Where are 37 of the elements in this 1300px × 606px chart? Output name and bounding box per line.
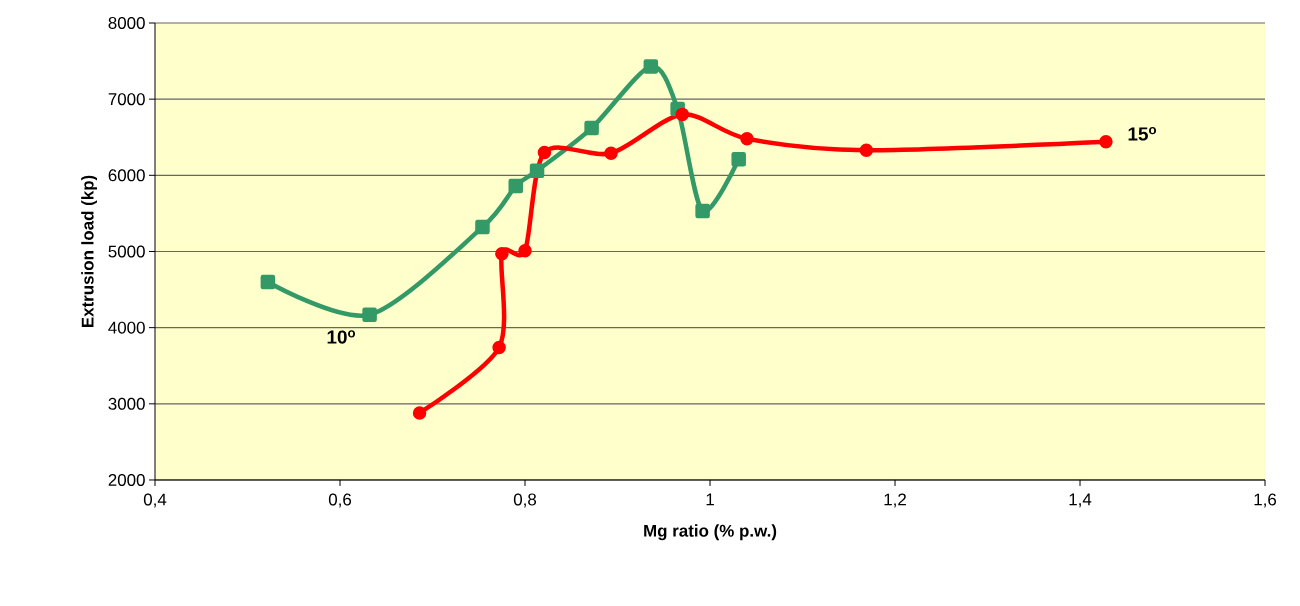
point	[859, 143, 874, 157]
y-tick-label: 7000	[108, 93, 145, 106]
x-tick-label: 1,6	[1254, 493, 1277, 508]
point	[475, 219, 490, 235]
x-tick-label: 0,4	[143, 493, 167, 508]
y-tick-label: 3000	[108, 397, 145, 410]
x-axis-title: Mg ratio (% p.w.)	[644, 524, 777, 541]
point	[695, 203, 710, 219]
point	[412, 406, 427, 420]
y-tick-label: 6000	[108, 169, 145, 182]
y-tick-label: 2000	[108, 473, 145, 486]
series-label: 15$^{o}$	[1128, 127, 1157, 141]
point	[518, 243, 532, 258]
x-tick-label: 1,4	[1069, 493, 1092, 508]
point	[260, 274, 276, 290]
point	[495, 247, 509, 261]
point	[731, 152, 746, 167]
y-tick-label: 5000	[108, 245, 145, 258]
x-tick-label: 0,8	[513, 493, 537, 508]
point	[537, 145, 552, 160]
point	[508, 178, 524, 194]
point	[492, 340, 506, 355]
x-tick-label: 1	[706, 493, 714, 506]
y-tick-label: 4000	[108, 321, 145, 334]
x-tick-label: 1,2	[884, 493, 906, 508]
point	[740, 132, 754, 146]
point	[675, 107, 690, 122]
point	[1099, 135, 1113, 149]
x-tick-label: 0,6	[328, 493, 352, 508]
y-axis-title: Extrusion load (kp)	[81, 175, 97, 328]
point	[362, 307, 377, 322]
point	[643, 59, 659, 74]
point	[604, 146, 618, 160]
point	[584, 120, 599, 136]
series-label: 10$^{o}$	[327, 330, 356, 344]
y-tick-label: 8000	[108, 16, 145, 29]
point	[529, 163, 545, 178]
